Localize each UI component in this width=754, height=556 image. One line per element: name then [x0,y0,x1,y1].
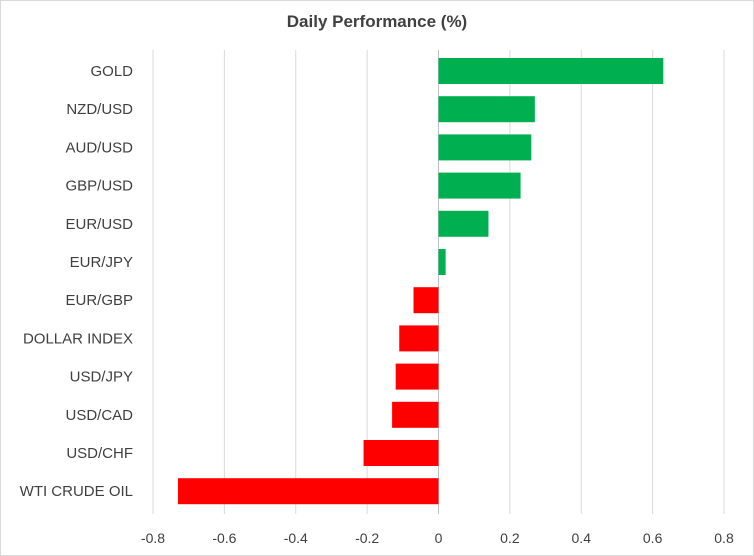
bar-dollar-index [399,325,439,352]
category-label: EUR/USD [65,216,133,233]
x-tick-label: 0 [435,530,443,546]
bar-usd-chf [363,440,439,466]
category-label: EUR/JPY [70,254,133,271]
bar-nzd-usd [438,96,535,123]
bar-aud-usd [438,134,532,161]
category-label: GOLD [90,63,133,80]
x-tick-label: -0.4 [284,530,308,546]
category-label: USD/CHF [66,445,133,462]
category-label: AUD/USD [65,139,133,156]
bar-gbp-usd [438,172,521,199]
x-axis-tick-labels: -0.8 -0.6 -0.4 -0.2 0 0.2 0.4 0.6 0.8 [141,530,734,546]
bar-wti-crude-oil [177,478,439,505]
category-label: WTI CRUDE OIL [20,483,133,500]
x-tick-label: 0.4 [572,530,592,546]
category-label: DOLLAR INDEX [23,330,133,347]
x-tick-label: 0.8 [714,530,734,546]
x-tick-label: -0.2 [355,530,379,546]
x-tick-label: -0.6 [212,530,236,546]
bar-usd-cad [392,401,439,428]
bar-usd-jpy [395,363,439,390]
category-label: USD/JPY [70,369,133,386]
category-label: EUR/GBP [65,292,133,309]
bars [177,58,664,505]
category-label: GBP/USD [65,178,133,195]
bar-eur-usd [438,210,489,237]
x-tick-label: 0.6 [643,530,663,546]
x-tick-label: 0.2 [500,530,520,546]
category-labels: GOLD NZD/USD AUD/USD GBP/USD EUR/USD EUR/JPY E… [20,63,134,500]
chart-title: Daily Performance (%) [286,12,468,31]
bar-gold [438,58,664,84]
bar-eur-gbp [413,287,439,314]
x-tick-label: -0.8 [141,530,165,546]
bar-eur-jpy [438,249,446,275]
category-label: USD/CAD [65,407,133,424]
category-label: NZD/USD [66,101,133,118]
gridlines [152,50,725,514]
